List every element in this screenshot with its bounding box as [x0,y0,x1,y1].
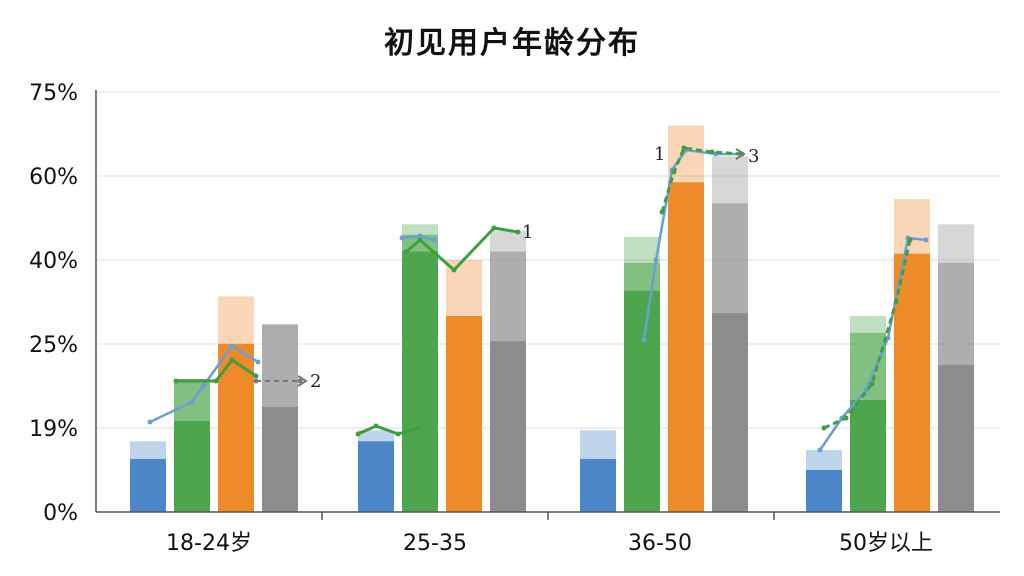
trend-point [709,149,715,155]
trend-point [681,145,687,151]
trend-point [399,235,405,241]
y-tick-label: 25% [29,333,78,358]
bar [894,253,930,512]
bar [668,182,704,513]
trend-point [373,423,379,429]
trend-point [415,425,421,431]
trend-point [451,267,457,273]
x-tick-label: 50岁以上 [839,531,933,556]
annotation-label: 1 [654,144,665,165]
annotation-label: 2 [310,371,321,392]
bar [580,458,616,512]
trend-point [843,415,849,421]
bar [490,341,526,512]
trend-point [907,237,913,243]
bar [850,400,886,512]
trend-point [395,431,401,437]
bar [402,251,438,512]
arrow-head [735,148,746,160]
y-tick-label: 40% [29,249,78,274]
bar [174,421,210,512]
bar [262,407,298,512]
trend-point [229,357,235,363]
y-tick-label: 19% [29,417,78,442]
trend-point [297,378,303,384]
trend-point [355,431,361,437]
trend-point [641,337,647,343]
x-tick-label: 25-35 [403,531,467,556]
annotation-label: 1 [522,222,533,243]
bar [130,458,166,512]
trend-point [869,381,875,387]
trend-point [817,447,823,453]
bar [806,470,842,512]
trend-point [893,299,899,305]
y-tick-label: 0% [43,501,78,526]
trend-point [173,378,179,384]
trend-point [417,233,423,239]
trend-point [403,249,409,255]
trend-point [659,209,665,215]
x-tick-label: 18-24岁 [166,531,252,556]
trend-point [923,237,929,243]
trend-point [431,237,437,243]
trend-line [823,239,912,430]
bar [712,313,748,512]
arrow-head [297,375,308,387]
trend-point [201,382,207,388]
trend-line [357,424,419,436]
trend-point [417,237,423,243]
chart-title: 初见用户年龄分布 [384,26,640,61]
trend-point [147,419,153,425]
trend-point [821,425,827,431]
trend-point [653,257,659,263]
trend-point [229,343,235,349]
trend-point [491,225,497,231]
bar [358,441,394,512]
trend-point [671,169,677,175]
trend-point [255,359,261,365]
y-tick-label: 75% [29,81,78,106]
bar [938,365,974,512]
y-tick-label: 60% [29,165,78,190]
bar [624,290,660,512]
bar [446,316,482,512]
trend-point [253,373,259,379]
trend-point [885,335,891,341]
trend-point [253,378,259,384]
x-tick-label: 36-50 [628,531,692,556]
trend-line [176,358,257,383]
trend-point [213,378,219,384]
trend-point [515,229,521,235]
trend-point [189,399,195,405]
annotation-label: 3 [748,146,759,167]
